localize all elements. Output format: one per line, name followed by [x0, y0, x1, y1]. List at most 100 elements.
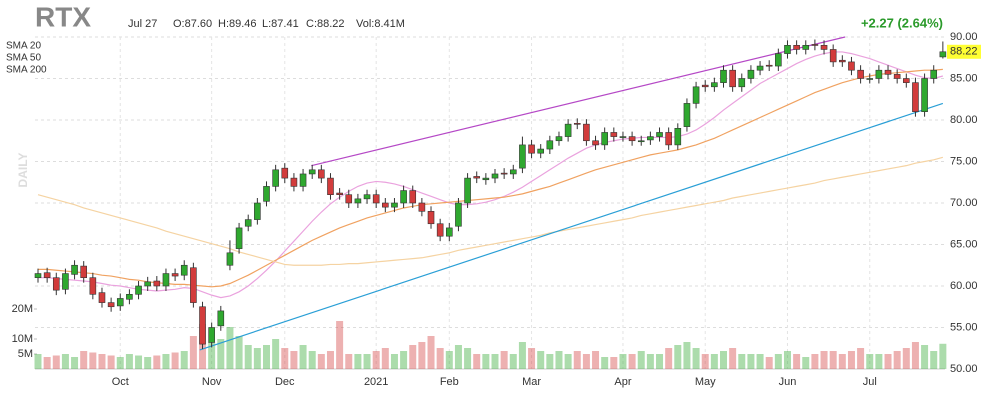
candle-body: [391, 202, 398, 208]
x-tick-label: Mar: [522, 376, 541, 388]
ohlc-low: L:87.41: [262, 18, 299, 30]
volume-bar: [546, 354, 554, 369]
volume-bar: [436, 348, 444, 369]
volume-bar: [208, 342, 216, 369]
candle-body: [226, 252, 234, 266]
x-tick-label: May: [695, 376, 716, 388]
volume-bar: [372, 351, 380, 369]
candle-body: [848, 61, 855, 71]
candle-body: [711, 82, 718, 88]
candle-body: [893, 74, 901, 79]
candle-body: [409, 190, 417, 204]
candle-body: [372, 194, 380, 204]
ohlc-close: C:88.22: [306, 18, 345, 30]
y-tick-label: 50.00: [950, 363, 978, 375]
candle-body: [308, 169, 316, 175]
candle-body: [43, 272, 51, 279]
candle-body: [445, 227, 453, 237]
candle-body: [199, 306, 206, 345]
volume-bar: [272, 339, 280, 369]
y-tick-label: 80.00: [950, 114, 978, 126]
volume-bar: [125, 354, 133, 369]
candle-body: [683, 103, 691, 127]
volume-bar: [729, 348, 737, 369]
candle-body: [738, 78, 746, 88]
y-tick-label: 75.00: [950, 155, 978, 167]
candle-body: [254, 202, 261, 220]
candle-body: [153, 280, 161, 287]
volume-bar: [418, 342, 426, 369]
volume-bar: [500, 351, 508, 369]
trend-line: [311, 36, 846, 167]
volume-bar: [573, 351, 581, 369]
candle-body: [162, 273, 170, 287]
volume-bar: [464, 348, 472, 369]
candle-body: [665, 132, 672, 146]
volume-bar: [427, 336, 435, 369]
x-tick-label: Nov: [202, 376, 222, 388]
period-label: DAILY: [16, 153, 30, 188]
legend-entry: SMA 50: [6, 53, 41, 64]
candle-body: [418, 202, 426, 212]
volume-bar: [774, 354, 782, 369]
volume-bar: [308, 351, 316, 369]
volume-bar: [847, 351, 855, 369]
candle-body: [637, 140, 645, 143]
candle-body: [519, 144, 526, 169]
candle-body: [89, 277, 97, 295]
candle-body: [729, 69, 736, 88]
candle-body: [482, 177, 490, 181]
candle-body: [628, 136, 636, 142]
volume-bar: [829, 351, 837, 369]
volume-bar: [537, 351, 545, 369]
candle-body: [619, 136, 627, 138]
candle-body: [692, 86, 700, 104]
candle-body: [839, 59, 846, 63]
x-tick-label: Jul: [863, 376, 877, 388]
x-tick-label: Oct: [112, 376, 129, 388]
candle-body: [244, 219, 252, 227]
candle-body: [784, 44, 791, 54]
candle-body: [80, 265, 87, 278]
volume-bar: [235, 336, 243, 369]
candle-body: [400, 190, 407, 204]
ticker: RTX: [35, 1, 91, 32]
volume-bar: [866, 354, 874, 369]
volume-bar: [354, 354, 362, 369]
volume-bar: [299, 345, 307, 369]
candle-body: [820, 44, 828, 50]
volume-bar: [89, 352, 97, 369]
candle-body: [756, 65, 764, 71]
volume-bar: [637, 351, 645, 369]
candle-body: [930, 69, 938, 79]
candle-body: [884, 69, 892, 75]
candle-body: [875, 69, 883, 79]
candle-body: [107, 302, 115, 308]
volume-bar: [34, 354, 42, 369]
volume-bar: [893, 351, 901, 369]
volume-bar: [921, 345, 929, 369]
volume-bar: [61, 354, 69, 369]
volume-bar: [144, 357, 152, 369]
candle-body: [647, 136, 654, 141]
volume-tick-label: 20M: [12, 303, 33, 315]
volume-bar: [820, 351, 828, 369]
volume-bar: [43, 357, 51, 369]
volume-bar: [290, 351, 298, 369]
volume-bar: [838, 354, 846, 369]
candle-body: [921, 78, 928, 113]
candle-body: [208, 327, 215, 343]
candle-body: [912, 82, 919, 113]
price-badge-label: 88.22: [950, 46, 978, 58]
volume-bar: [326, 351, 334, 369]
volume-bar: [555, 351, 563, 369]
volume-bar: [765, 357, 773, 369]
volume-bar: [738, 354, 746, 369]
volume-bar: [253, 348, 261, 369]
candle-body: [656, 132, 663, 137]
candle-body: [171, 273, 179, 277]
candle-body: [546, 140, 554, 150]
candle-body: [290, 177, 298, 187]
volume-bar: [674, 345, 682, 369]
candle-body: [775, 53, 782, 67]
